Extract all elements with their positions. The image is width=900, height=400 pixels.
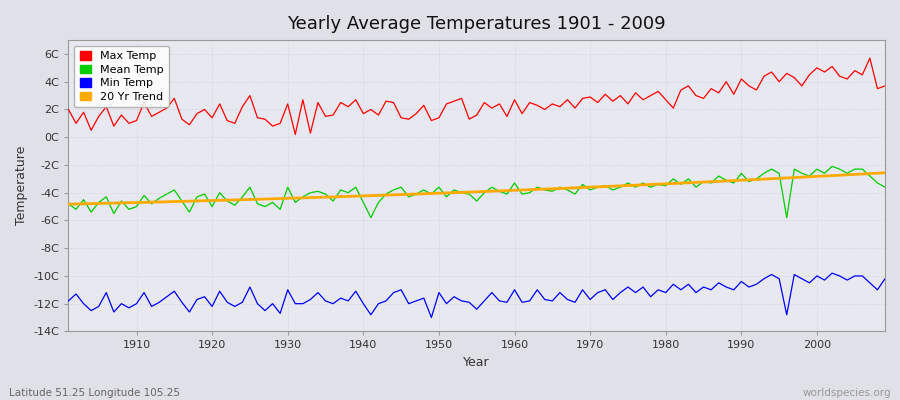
Text: Latitude 51.25 Longitude 105.25: Latitude 51.25 Longitude 105.25 bbox=[9, 388, 180, 398]
Text: worldspecies.org: worldspecies.org bbox=[803, 388, 891, 398]
X-axis label: Year: Year bbox=[464, 356, 490, 369]
Title: Yearly Average Temperatures 1901 - 2009: Yearly Average Temperatures 1901 - 2009 bbox=[287, 15, 666, 33]
Legend: Max Temp, Mean Temp, Min Temp, 20 Yr Trend: Max Temp, Mean Temp, Min Temp, 20 Yr Tre… bbox=[74, 46, 169, 107]
Y-axis label: Temperature: Temperature bbox=[15, 146, 28, 226]
